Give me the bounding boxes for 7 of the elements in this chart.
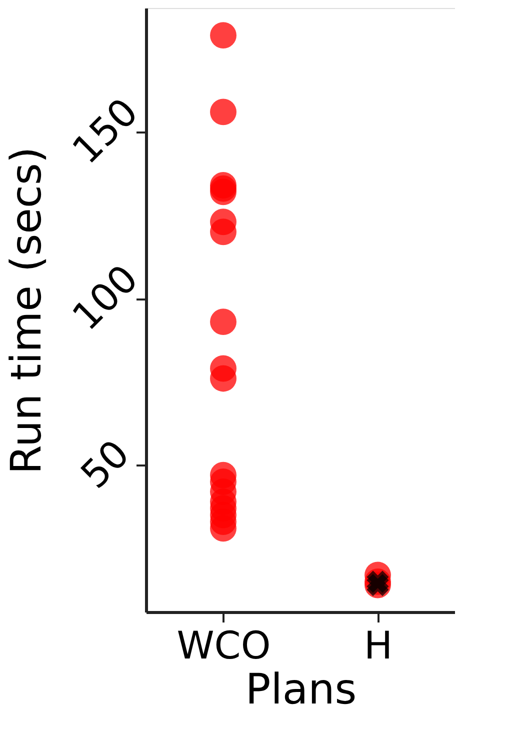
- y-tick-label: 150: [64, 90, 146, 172]
- x-tick-label: H: [364, 624, 393, 668]
- x-tick-label: WCO: [176, 624, 271, 668]
- y-tick-label: 50: [72, 432, 138, 497]
- x-axis-title: Plans: [245, 664, 357, 714]
- y-axis-title: Run time (secs): [1, 146, 50, 474]
- y-tick-label: 100: [64, 256, 146, 339]
